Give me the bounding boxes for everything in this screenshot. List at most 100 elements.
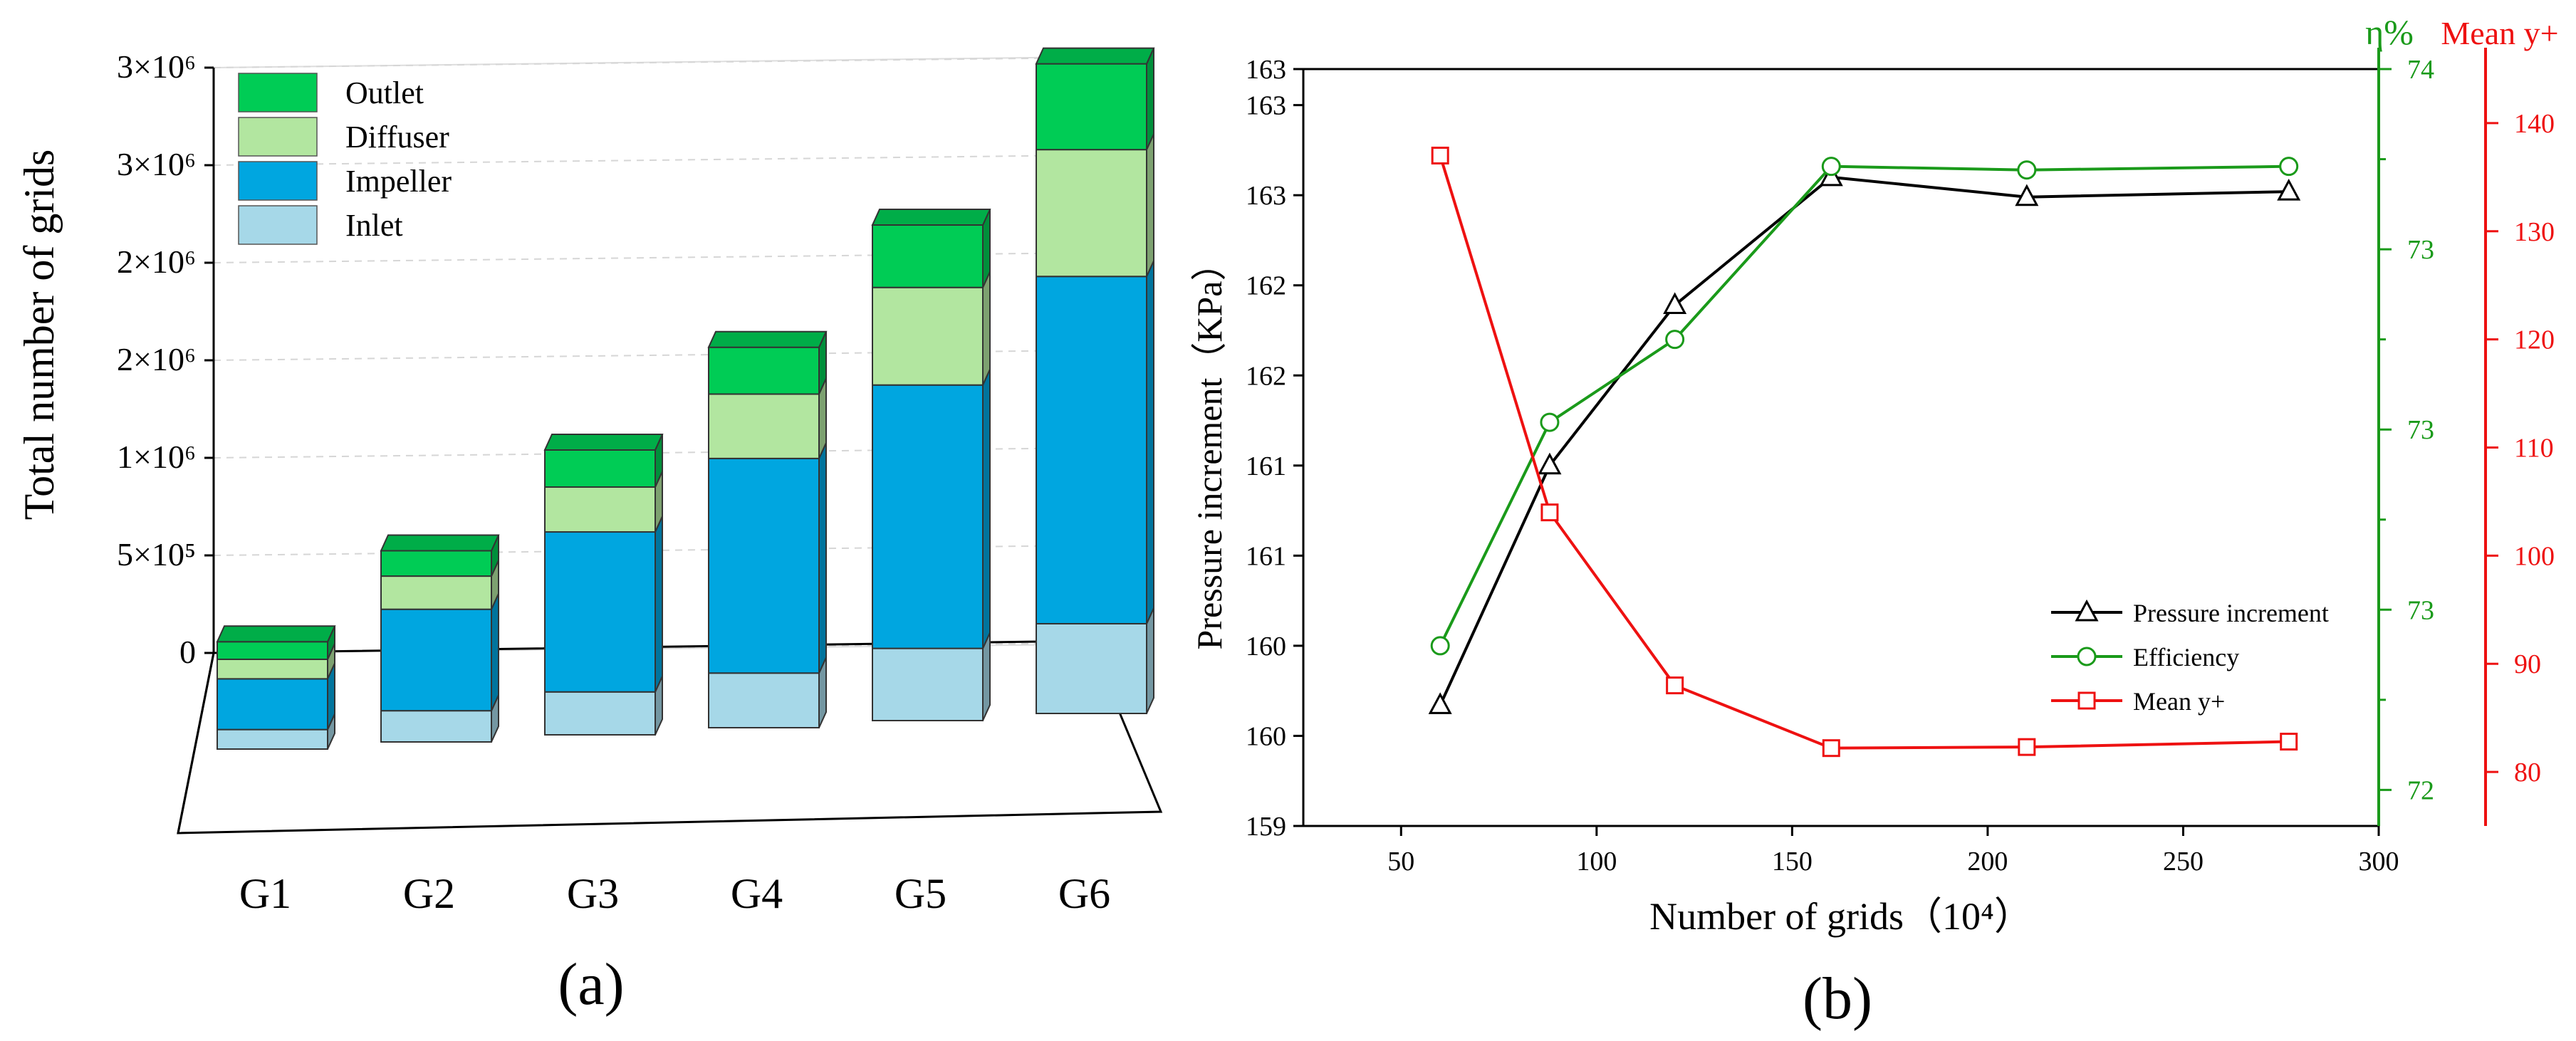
bar-g1-outlet <box>217 641 328 660</box>
bar-g2-inlet <box>380 710 492 743</box>
bar-g3-diffuser <box>544 486 656 533</box>
bar-g5-impeller <box>872 384 984 649</box>
bar-g4-outlet-top <box>707 330 828 348</box>
left-y-axis-title: Pressure increment（KPa） <box>1189 246 1229 650</box>
left-y-tick-label: 163 <box>1246 55 1286 85</box>
legend-label-outlet: Outlet <box>345 75 424 110</box>
point-efficiency-0 <box>1430 636 1450 656</box>
bar-g4-impeller <box>708 457 820 674</box>
legend-label-diffuser: Diffuser <box>345 120 449 155</box>
y-gridline <box>213 252 1090 263</box>
point-mean-y-3 <box>1822 739 1840 758</box>
point-mean-y-0 <box>1431 146 1449 164</box>
right2-y-axis-title: Mean y+ <box>2441 15 2558 51</box>
y-gridline <box>213 350 1090 361</box>
bar-g2-diffuser <box>380 575 492 610</box>
floor-left-edge <box>177 652 215 834</box>
x-tick-label-g1: G1 <box>239 870 291 917</box>
bar-g2-impeller-side <box>491 593 499 711</box>
bar-g6-outlet-top <box>1035 47 1155 65</box>
legend-marker-pressure-increment <box>2075 599 2099 622</box>
panel-b-label: (b) <box>1803 966 1872 1032</box>
x-tick-label: 250 <box>2163 847 2204 877</box>
legend-swatch-outlet <box>238 73 318 113</box>
point-pressure-increment-1 <box>1538 452 1562 475</box>
point-pressure-increment-0 <box>1428 692 1452 714</box>
left-y-tick-label: 161 <box>1246 541 1286 571</box>
y-tick-label: 5×10⁵ <box>117 536 196 572</box>
legend-label-pressure-increment: Pressure increment <box>2133 599 2329 627</box>
bar-g2-outlet <box>380 550 492 577</box>
x-tick-label-g4: G4 <box>731 870 783 917</box>
x-axis-title: Number of grids（10⁴） <box>1649 895 2033 938</box>
right2-y-tick-label: 80 <box>2514 758 2541 788</box>
bar-g4-inlet <box>708 672 820 729</box>
bar-g5-impeller-side <box>982 369 991 649</box>
point-mean-y-2 <box>1666 676 1684 695</box>
legend-label-efficiency: Efficiency <box>2133 643 2239 671</box>
series-line-mean-y <box>1439 155 2289 750</box>
x-tick-label: 200 <box>1967 847 2008 877</box>
y-gridline <box>213 155 1090 166</box>
bar-g3-outlet <box>544 449 656 488</box>
right2-y-tick-label: 120 <box>2514 325 2555 355</box>
bar-g5-inlet <box>872 647 984 721</box>
bar-g6-inlet <box>1036 622 1147 715</box>
right1-y-tick-label: 74 <box>2407 55 2434 85</box>
legend-swatch-impeller <box>238 161 318 201</box>
left-y-tick-label: 163 <box>1246 91 1286 121</box>
series-line-pressure-increment <box>1439 175 2289 706</box>
bar-g1-diffuser <box>217 658 328 680</box>
y-tick-label: 1×10⁶ <box>117 439 196 475</box>
right1-y-axis-title: η% <box>2365 12 2414 52</box>
y-axis-title: Total number of grids <box>16 150 63 520</box>
right1-y-tick-label: 73 <box>2407 595 2434 625</box>
y-tick-label: 3×10⁶ <box>117 146 196 182</box>
point-efficiency-4 <box>2017 160 2037 180</box>
right2-y-tick-label: 110 <box>2514 434 2554 464</box>
y-tick-label: 0 <box>179 634 196 670</box>
y-gridline <box>213 57 1090 68</box>
x-tick-label-g2: G2 <box>403 870 455 917</box>
legend-marker-efficiency <box>2077 647 2097 666</box>
x-tick-label: 300 <box>2359 847 2399 877</box>
left-y-tick-label: 159 <box>1246 812 1286 842</box>
right2-y-tick-label: 130 <box>2514 217 2555 247</box>
bar-g6-outlet <box>1036 63 1147 151</box>
y-tick-label: 3×10⁶ <box>117 48 196 85</box>
right2-y-tick-label: 90 <box>2514 649 2541 679</box>
bar-g1-outlet-top <box>216 625 336 643</box>
point-pressure-increment-4 <box>2015 184 2039 206</box>
point-mean-y-4 <box>2018 738 2036 756</box>
y-tick-label: 2×10⁶ <box>117 244 196 280</box>
y-tick-label: 2×10⁶ <box>117 341 196 377</box>
legend-swatch-diffuser <box>238 117 318 157</box>
right2-y-tick-label: 100 <box>2514 541 2555 571</box>
bar-g5-diffuser <box>872 286 984 386</box>
left-y-tick-label: 162 <box>1246 271 1286 301</box>
x-tick-label-g5: G5 <box>895 870 947 917</box>
bar-g6-impeller <box>1036 276 1147 624</box>
bar-g2-impeller <box>380 608 492 712</box>
panel-a-stacked-3d-bar-chart: 0 5×10⁵ 1×10⁶ 2×10⁶ 2×10⁶ 3×10⁶ 3×10⁶ Total num… <box>16 47 1163 917</box>
point-efficiency-5 <box>2279 157 2299 177</box>
legend-label-mean-y: Mean y+ <box>2133 687 2225 716</box>
bar-g1-impeller <box>217 678 328 731</box>
left-y-tick-label: 160 <box>1246 721 1286 751</box>
bar-g5-outlet-top <box>871 209 991 226</box>
right2-y-tick-label: 140 <box>2514 109 2555 139</box>
x-tick-label-g3: G3 <box>567 870 619 917</box>
bar-g5-diffuser-side <box>982 271 991 386</box>
x-tick-label: 150 <box>1772 847 1813 877</box>
bar-g3-inlet <box>544 691 656 736</box>
bar-g5-outlet <box>872 224 984 288</box>
point-mean-y-5 <box>2280 733 2298 751</box>
bar-g2-outlet-top <box>380 534 500 552</box>
x-tick-label-g6: G6 <box>1058 870 1110 917</box>
bar-g6-inlet-side <box>1146 607 1154 714</box>
bar-g3-impeller <box>544 531 656 693</box>
left-y-tick-label: 161 <box>1246 451 1286 481</box>
bar-g4-diffuser <box>708 393 820 459</box>
point-pressure-increment-2 <box>1663 292 1687 315</box>
